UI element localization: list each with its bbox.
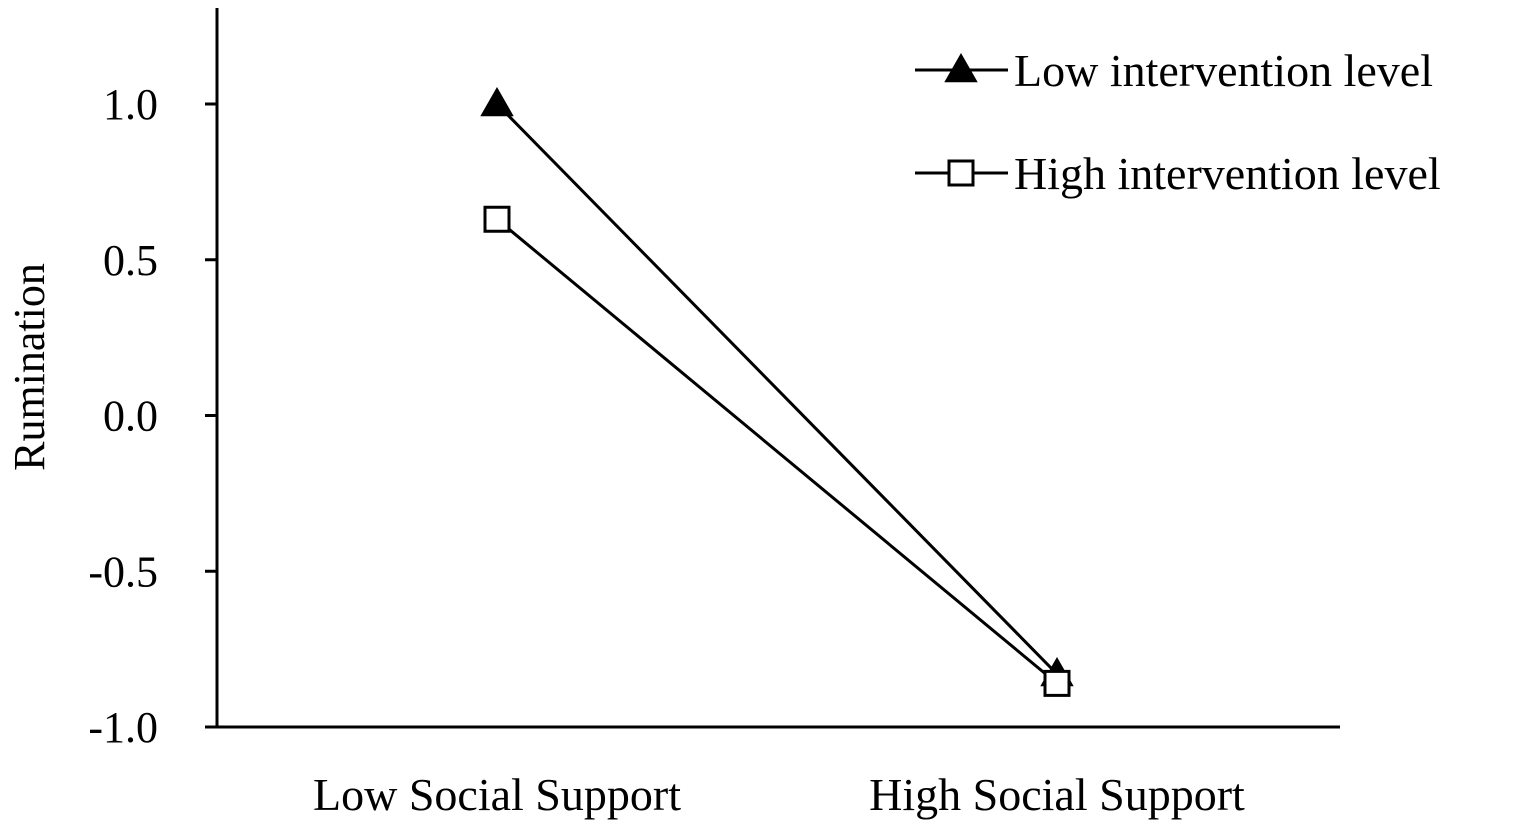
y-tick-label: 1.0	[103, 80, 158, 129]
x-category-labels: Low Social Support High Social Support	[313, 769, 1245, 820]
legend-marker	[944, 52, 978, 83]
y-tick-label: -0.5	[88, 547, 158, 596]
legend-label: High intervention level	[1014, 148, 1441, 199]
data-point	[483, 205, 511, 233]
x-category-label: High Social Support	[869, 769, 1245, 820]
x-category-label: Low Social Support	[313, 769, 681, 820]
legend-item: Low intervention level	[915, 45, 1433, 96]
series-high-intervention	[483, 205, 1071, 697]
axes	[215, 8, 1340, 729]
y-tick-label: 0.5	[103, 236, 158, 285]
legend: Low intervention level High intervention …	[915, 45, 1441, 199]
data-point	[480, 86, 514, 117]
data-point	[1043, 669, 1071, 697]
legend-marker	[947, 159, 975, 187]
series	[480, 86, 1074, 697]
series-line	[495, 102, 1059, 676]
series-low-intervention	[480, 86, 1074, 687]
y-ticks: 1.0 0.5 0.0 -0.5 -1.0	[88, 80, 217, 752]
series-line	[496, 218, 1058, 685]
y-axis-label: Rumination	[5, 263, 54, 471]
legend-label: Low intervention level	[1014, 45, 1433, 96]
y-tick-label: -1.0	[88, 703, 158, 752]
legend-item: High intervention level	[915, 148, 1441, 199]
y-tick-label: 0.0	[103, 392, 158, 441]
